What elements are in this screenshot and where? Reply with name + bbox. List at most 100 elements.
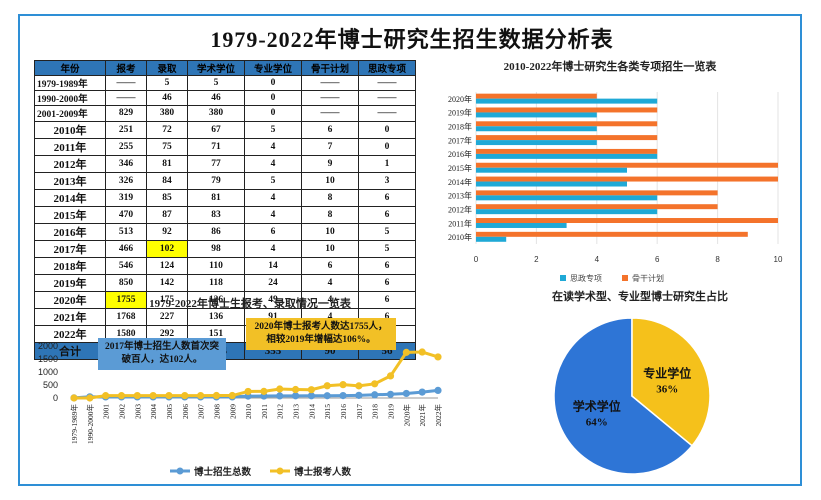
table-cell: 4 <box>244 205 302 224</box>
bar-sizheng <box>476 126 597 132</box>
bar-sizheng <box>476 140 597 146</box>
series-point <box>323 382 331 390</box>
table-row: 2011年 255 75 71 4 7 0 <box>34 137 416 156</box>
series-point <box>276 392 284 400</box>
x-tick-label: 2009 <box>228 404 237 419</box>
table-cell: 2012年 <box>34 154 106 173</box>
series-point <box>307 392 315 400</box>
series-point <box>418 348 426 356</box>
table-cell: 75 <box>146 137 188 156</box>
table-cell: 2017年 <box>34 239 106 258</box>
x-tick-label: 2015 <box>323 404 332 419</box>
table-header-cell: 学术学位 <box>187 60 245 76</box>
table-cell: 1979-1989年 <box>34 74 106 92</box>
legend-label: 博士报考人数 <box>294 466 352 478</box>
table-cell: 124 <box>146 256 188 275</box>
report-frame: 1979-2022年博士研究生招生数据分析表 年份 报考 录取 学术学位 专业学位 骨干计… <box>18 14 802 486</box>
x-tick-label: 2021年 <box>417 404 427 427</box>
table-cell: 2013年 <box>34 171 106 190</box>
table-row: 1979-1989年 —— 5 5 0 —— —— <box>34 74 416 92</box>
table-row: 2001-2009年 829 380 380 0 —— —— <box>34 105 416 122</box>
table-cell: 10 <box>301 171 359 190</box>
y-tick-label: 500 <box>43 380 58 390</box>
y-tick-label: 2013年 <box>448 191 472 201</box>
table-cell: 77 <box>187 154 245 173</box>
series-point <box>228 391 236 400</box>
table-cell: 2015年 <box>34 205 106 224</box>
table-cell: 850 <box>105 273 147 292</box>
table-header-cell: 录取 <box>146 60 188 76</box>
legend-label: 思政专项 <box>570 273 602 283</box>
bar-gugan <box>476 218 778 223</box>
table-cell: 6 <box>244 222 302 241</box>
table-cell: 6 <box>358 256 416 275</box>
series-point <box>149 392 157 400</box>
x-tick-label: 1990-2000年 <box>85 404 95 444</box>
y-tick-label: 1000 <box>38 367 58 377</box>
table-cell: 67 <box>187 120 245 139</box>
series-point <box>307 386 315 394</box>
table-cell: 84 <box>146 171 188 190</box>
annotation-2020-text: 2020年博士报考人数达1755人，相较2019年增幅达106%。 <box>254 322 388 345</box>
y-tick-label: 2018年 <box>448 122 472 132</box>
table-cell: —— <box>358 74 416 92</box>
table-row: 2019年 850 142 118 24 4 6 <box>34 273 416 292</box>
series-point <box>244 387 252 396</box>
x-tick-label: 2011 <box>260 404 269 419</box>
table-header-cell: 专业学位 <box>244 60 302 76</box>
table-cell: 5 <box>358 222 416 241</box>
table-cell: 2001-2009年 <box>34 105 106 122</box>
y-tick-label: 0 <box>53 393 58 403</box>
series-point <box>197 391 205 400</box>
bar-gugan <box>476 190 718 196</box>
series-point <box>291 392 300 400</box>
table-cell: 85 <box>146 188 188 207</box>
x-tick-label: 2019 <box>387 404 396 419</box>
series-point <box>291 385 300 394</box>
x-tick-label: 2010 <box>244 404 253 419</box>
table-row: 1990-2000年 —— 46 46 0 —— —— <box>34 90 416 107</box>
x-tick-label: 2022年 <box>433 404 443 427</box>
table-cell: 87 <box>146 205 188 224</box>
x-tick-label: 4 <box>595 255 600 264</box>
bar-sizheng <box>476 153 658 159</box>
table-cell: 319 <box>105 188 147 207</box>
table-cell: —— <box>105 74 147 92</box>
table-cell: 8 <box>301 205 359 224</box>
series-point <box>260 387 268 395</box>
series-point <box>371 391 379 399</box>
x-tick-label: 2017 <box>355 404 364 419</box>
table-row: 2020年 1755 175 126 49 4 6 <box>34 290 416 309</box>
legend-label: 骨干计划 <box>632 273 664 283</box>
series-point <box>386 372 395 380</box>
y-tick-label: 2017年 <box>448 135 472 145</box>
annotation-2017-text: 2017年博士招生人数首次突破百人，达102人。 <box>104 342 219 365</box>
table-cell: 71 <box>187 137 245 156</box>
table-cell: 142 <box>146 273 188 292</box>
table-cell: 0 <box>358 137 416 156</box>
table-cell: 72 <box>146 120 188 139</box>
x-tick-label: 2 <box>534 255 539 264</box>
table-cell: 86 <box>187 222 245 241</box>
table-cell: 5 <box>244 120 302 139</box>
bar-gugan <box>476 93 597 99</box>
table-cell: 2011年 <box>34 137 106 156</box>
table-cell: —— <box>358 105 416 122</box>
x-tick-label: 2004 <box>149 404 158 419</box>
table-row: 2018年 546 124 110 14 6 6 <box>34 256 416 275</box>
x-tick-label: 1979-1989年 <box>69 404 79 444</box>
table-cell: 0 <box>244 105 302 122</box>
series-point <box>434 386 442 395</box>
series-point <box>323 392 331 400</box>
table-cell: 2010年 <box>34 120 106 139</box>
y-tick-label: 2019年 <box>448 108 472 118</box>
x-tick-label: 2014 <box>307 404 316 419</box>
table-cell: 255 <box>105 137 147 156</box>
x-tick-label: 8 <box>715 255 720 264</box>
table-cell: 326 <box>105 171 147 190</box>
table-row: 2010年 251 72 67 5 6 0 <box>34 120 416 139</box>
table-cell: 0 <box>244 90 302 107</box>
x-tick-label: 2007 <box>197 404 206 419</box>
bar-gugan <box>476 135 658 141</box>
table-cell: 2019年 <box>34 273 106 292</box>
